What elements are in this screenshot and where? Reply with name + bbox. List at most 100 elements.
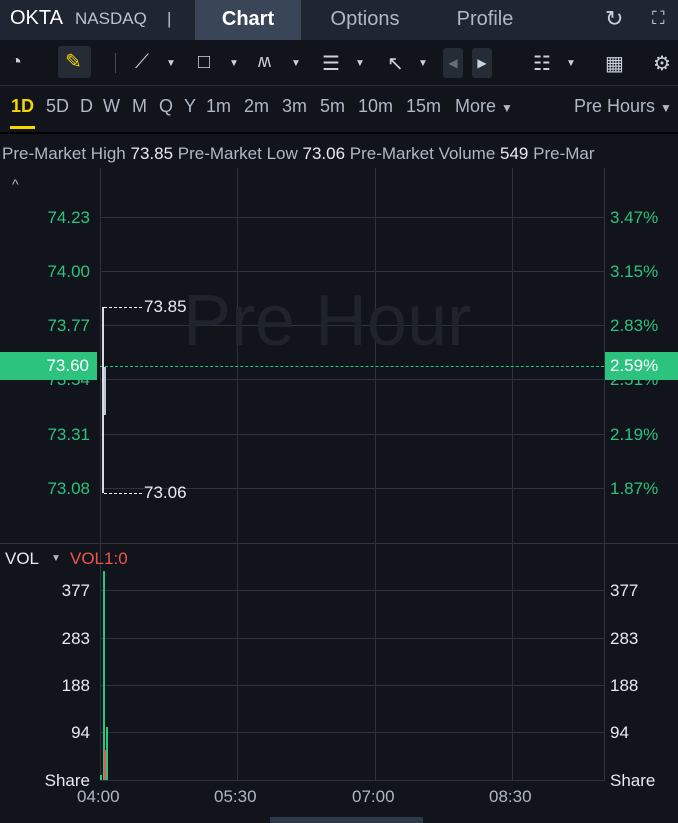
active-underline bbox=[10, 126, 35, 129]
timeframe-5d[interactable]: 5D bbox=[46, 96, 70, 116]
current-pct-label: 2.59% bbox=[605, 352, 678, 380]
volume-tick: 188 bbox=[61, 676, 90, 695]
volume-tick: 188 bbox=[610, 676, 639, 695]
volume-bar bbox=[106, 727, 108, 780]
fullscreen-icon[interactable]: ⛶ bbox=[652, 8, 665, 28]
timeframe-1d[interactable]: 1D bbox=[11, 96, 35, 116]
chevron-down-icon[interactable]: ▼ bbox=[566, 58, 576, 69]
volume-value: 549 bbox=[500, 144, 529, 163]
timeframe-y[interactable]: Y bbox=[184, 96, 197, 116]
low-marker-line bbox=[104, 493, 142, 494]
volume-chart[interactable]: VOL ▼ VOL1:0 377 283 188 94 Share 377 28… bbox=[0, 544, 678, 790]
chevron-down-icon: ▼ bbox=[501, 101, 513, 115]
volume-label[interactable]: VOL bbox=[5, 549, 40, 568]
price-chart[interactable]: ^ Pre Hour 74.23 74.00 73.77 73.54 73.31… bbox=[0, 168, 678, 543]
separator: | bbox=[167, 9, 172, 28]
current-price-label: 73.60 bbox=[0, 352, 97, 380]
timeframe-15m[interactable]: 15m bbox=[406, 96, 442, 116]
time-tick: 07:00 bbox=[352, 787, 395, 806]
volume-tick: 94 bbox=[71, 723, 90, 742]
high-value: 73.85 bbox=[130, 144, 174, 163]
premarket-info: Pre-Market High 73.85 Pre-Market Low 73.… bbox=[0, 132, 678, 166]
pct-tick: 3.15% bbox=[610, 262, 659, 281]
chevron-down-icon[interactable]: ▼ bbox=[291, 58, 301, 69]
pattern-icon[interactable]: ʍ bbox=[258, 51, 271, 71]
high-label: Pre-Market High bbox=[2, 144, 126, 163]
more-info-label: Pre-Mar bbox=[533, 144, 595, 163]
timeframe-5m[interactable]: 5m bbox=[320, 96, 346, 116]
arrow-icon[interactable]: ↖ bbox=[387, 53, 404, 75]
text-note-icon[interactable]: ☰ bbox=[322, 53, 340, 75]
pane-resize-handle[interactable] bbox=[270, 817, 423, 823]
volume-tick: 283 bbox=[61, 629, 90, 648]
settings-icon[interactable]: ⚙ bbox=[653, 53, 671, 75]
timeframe-q[interactable]: Q bbox=[159, 96, 174, 116]
exchange: NASDAQ bbox=[75, 9, 147, 28]
drawing-toolbar: ◔ ✎ ⟋ ▼ □ ▼ ʍ ▼ ☰ ▼ ↖ ▼ ◀ ▶ ☷ ▼ ▦ ⚙ bbox=[0, 40, 678, 86]
refresh-icon[interactable]: ↻ bbox=[605, 6, 624, 31]
volume-bar bbox=[103, 570, 105, 780]
collapse-icon[interactable]: ^ bbox=[12, 176, 19, 192]
low-label: Pre-Market Low bbox=[177, 144, 298, 163]
chevron-down-icon: ▼ bbox=[660, 101, 672, 115]
session-select[interactable]: Pre Hours ▼ bbox=[574, 96, 672, 117]
time-tick: 05:30 bbox=[214, 787, 257, 806]
volume-label: Pre-Market Volume bbox=[349, 144, 496, 163]
timeframe-2m[interactable]: 2m bbox=[244, 96, 270, 116]
volume-tick: 283 bbox=[610, 629, 639, 648]
high-marker: 73.85 bbox=[144, 297, 187, 316]
price-tick: 74.23 bbox=[47, 208, 90, 227]
pct-tick: 3.47% bbox=[610, 208, 659, 227]
current-price-line bbox=[100, 366, 604, 367]
tab-profile[interactable]: Profile bbox=[456, 8, 514, 30]
volume-tick: 377 bbox=[610, 581, 639, 600]
tab-chart[interactable]: Chart bbox=[195, 0, 301, 40]
volume-bar bbox=[100, 774, 102, 780]
pct-tick: 2.19% bbox=[610, 425, 659, 444]
draw-pencil-icon: ✎ bbox=[65, 51, 82, 73]
timeframe-more[interactable]: More ▼ bbox=[455, 96, 513, 117]
price-tick: 73.31 bbox=[47, 425, 90, 444]
timeframe-d[interactable]: D bbox=[80, 96, 93, 116]
timeframe-10m[interactable]: 10m bbox=[358, 96, 394, 116]
session-label: Pre Hours bbox=[574, 96, 656, 116]
grid-icon[interactable]: ▦ bbox=[605, 53, 624, 75]
more-label: More bbox=[455, 96, 497, 116]
volume-tick: 377 bbox=[61, 581, 90, 600]
timeframe-1m[interactable]: 1m bbox=[206, 96, 232, 116]
low-marker: 73.06 bbox=[144, 483, 187, 502]
timeframe-3m[interactable]: 3m bbox=[282, 96, 308, 116]
rectangle-icon[interactable]: □ bbox=[198, 51, 211, 73]
trend-line-icon[interactable]: ⟋ bbox=[135, 51, 149, 73]
volume-unit: Share bbox=[610, 771, 656, 790]
pane-divider[interactable] bbox=[0, 543, 678, 544]
indicator-gauge-icon[interactable]: ◔ bbox=[10, 51, 23, 73]
chevron-down-icon[interactable]: ▼ bbox=[229, 58, 239, 69]
timeframe-bar: 1D 5D D W M Q Y 1m 2m 3m 5m 10m 15m More… bbox=[0, 87, 678, 130]
volume-tick: 94 bbox=[610, 723, 629, 742]
pct-tick: 1.87% bbox=[610, 479, 659, 498]
scroll-right-icon[interactable]: ▶ bbox=[472, 48, 492, 78]
watermark: Pre Hour bbox=[183, 281, 472, 361]
price-tick: 73.08 bbox=[47, 479, 90, 498]
chevron-down-icon[interactable]: ▼ bbox=[51, 553, 61, 564]
price-line bbox=[104, 367, 106, 415]
timeframe-m[interactable]: M bbox=[132, 96, 147, 116]
timeframe-w[interactable]: W bbox=[103, 96, 120, 116]
tab-options[interactable]: Options bbox=[330, 8, 400, 30]
toolbar-divider bbox=[115, 53, 116, 73]
chevron-down-icon[interactable]: ▼ bbox=[166, 58, 176, 69]
chevron-down-icon[interactable]: ▼ bbox=[418, 58, 428, 69]
scroll-left-icon[interactable]: ◀ bbox=[443, 48, 463, 78]
symbol: OKTA bbox=[10, 7, 63, 29]
time-tick: 08:30 bbox=[489, 787, 532, 806]
pct-tick: 2.83% bbox=[610, 316, 659, 335]
header-bar: OKTA NASDAQ | Chart Options Profile ↻ ⛶ bbox=[0, 0, 678, 40]
volume-indicator: VOL1:0 bbox=[70, 549, 128, 568]
chevron-down-icon[interactable]: ▼ bbox=[355, 58, 365, 69]
draw-pencil-button[interactable]: ✎ bbox=[58, 46, 91, 78]
volume-unit: Share bbox=[44, 771, 90, 790]
layout-list-icon[interactable]: ☷ bbox=[533, 53, 551, 75]
price-tick: 74.00 bbox=[47, 262, 90, 281]
price-tick: 73.77 bbox=[47, 316, 90, 335]
